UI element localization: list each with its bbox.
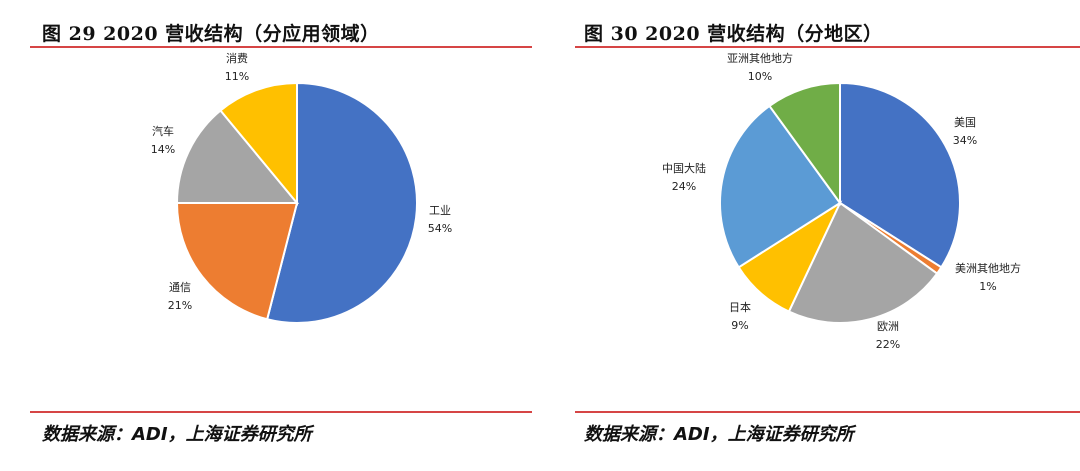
slice-label-1-4: 中国大陆 [662, 161, 706, 175]
slice-pct-0-1: 21% [168, 299, 192, 312]
chart-title-right: 图 30 2020 营收结构（分地区） [584, 23, 883, 45]
slice-label-1-0: 美国 [954, 116, 976, 129]
pie-slice-0-1 [175, 202, 299, 321]
pie-slice-0-0 [265, 81, 418, 324]
slice-pct-1-3: 9% [731, 319, 748, 332]
slice-label-0-3: 消费 [226, 51, 248, 65]
source-right: 数据来源：ADI，上海证券研究所 [584, 424, 854, 445]
slice-pct-1-5: 10% [748, 70, 772, 83]
pie-slice-0-3 [219, 81, 298, 206]
source-rule-right [575, 411, 1080, 413]
source-left: 数据来源：ADI，上海证券研究所 [42, 424, 312, 445]
slice-label-1-5: 亚洲其他地方 [727, 51, 793, 65]
slice-pct-1-0: 34% [953, 134, 977, 147]
pie-chart-application: 工业 54% 通信 21% 汽车 14% 消费 11% [151, 51, 452, 324]
slice-pct-0-0: 54% [428, 222, 452, 235]
pie-chart-region: 美国 34% 美洲其他地方 1% 欧洲 22% 日本 9% 中国大陆 24% 亚洲其他地方 10% [662, 51, 1021, 351]
slice-pct-1-1: 1% [979, 280, 996, 293]
slice-label-0-0: 工业 [429, 204, 451, 217]
slice-pct-0-2: 14% [151, 143, 175, 156]
slice-pct-0-3: 11% [225, 70, 249, 83]
source-rule-left [30, 411, 532, 413]
title-rule-left [30, 46, 532, 48]
slice-pct-1-4: 24% [672, 180, 696, 193]
title-rule-right [575, 46, 1080, 48]
slice-label-0-1: 通信 [169, 281, 191, 294]
slice-label-1-1: 美洲其他地方 [955, 261, 1021, 275]
pie-slice-1-4 [719, 104, 842, 269]
chart-title-left: 图 29 2020 营收结构（分应用领域） [42, 23, 380, 45]
slice-label-1-2: 欧洲 [877, 320, 899, 333]
slice-label-0-2: 汽车 [152, 124, 174, 138]
slice-pct-1-2: 22% [876, 338, 900, 351]
pie-slice-1-5 [768, 81, 841, 207]
slice-label-1-3: 日本 [729, 300, 751, 314]
pie-slice-0-2 [175, 109, 300, 204]
